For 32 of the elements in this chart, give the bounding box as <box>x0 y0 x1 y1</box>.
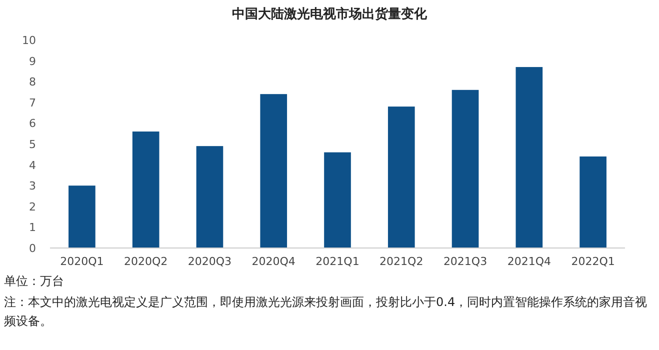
x-tick-label: 2021Q2 <box>380 255 424 268</box>
y-tick-label: 2 <box>29 200 36 214</box>
y-tick-label: 1 <box>29 221 36 234</box>
bar <box>516 67 543 248</box>
x-tick-label: 2020Q1 <box>60 255 104 268</box>
y-tick-label: 6 <box>29 117 36 130</box>
y-tick-label: 7 <box>29 96 36 110</box>
text: 注：本文中的激光电视定义是广义范围，即使用激光光源来投射画面，投射比小于0.4，同时内置智能操作系统的家用音视频设备。 <box>4 294 648 330</box>
bar <box>580 156 606 248</box>
y-tick-label: 4 <box>29 158 36 172</box>
y-tick-label: 0 <box>29 242 36 255</box>
bar <box>388 106 415 248</box>
y-tick-label: 3 <box>29 180 36 193</box>
y-tick-label: 8 <box>29 76 36 89</box>
y-tick-label: 10 <box>22 34 36 47</box>
x-tick-label: 2020Q4 <box>252 255 296 268</box>
bar <box>68 186 96 248</box>
x-tick-label: 2021Q1 <box>316 255 360 268</box>
y-tick-label: 9 <box>29 54 36 68</box>
bar <box>260 94 288 248</box>
bar <box>196 146 224 248</box>
x-tick-label: 2022Q1 <box>571 255 615 268</box>
x-tick-label: 2020Q3 <box>188 255 232 268</box>
y-tick-label: 5 <box>29 138 36 151</box>
x-tick-label: 2021Q4 <box>507 255 551 268</box>
text: 单位：万台 <box>4 273 65 290</box>
bar <box>324 152 351 248</box>
bar <box>452 90 479 248</box>
x-tick-label: 2021Q3 <box>443 255 488 268</box>
bar <box>132 132 160 248</box>
x-tick-label: 2020Q2 <box>124 255 168 268</box>
chart-title: 中国大陆激光电视市场出货量变化 <box>232 6 428 22</box>
